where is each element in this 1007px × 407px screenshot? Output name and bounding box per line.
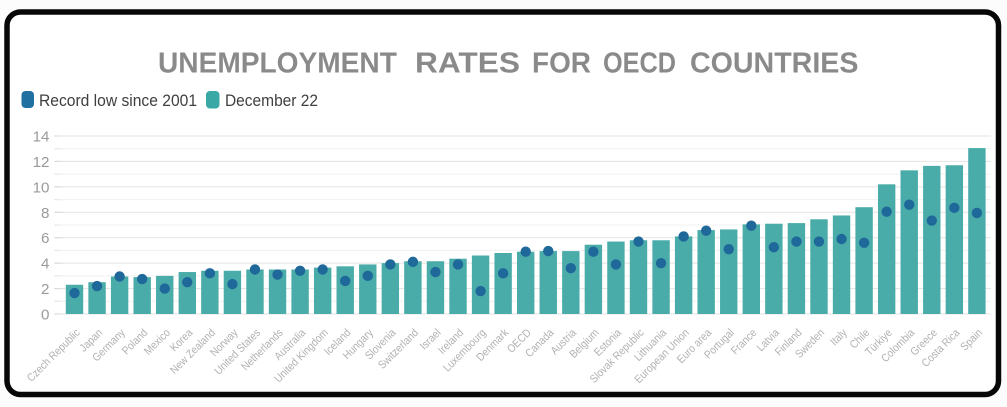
svg-text:COUNTRIES: COUNTRIES (690, 48, 858, 80)
svg-text:2: 2 (41, 281, 49, 298)
svg-text:RATES: RATES (415, 48, 520, 79)
svg-text:6: 6 (41, 230, 49, 247)
svg-text:4: 4 (41, 256, 49, 273)
svg-text:8: 8 (41, 205, 49, 222)
svg-text:FOR: FOR (532, 46, 591, 78)
svg-text:UNEMPLOYMENT: UNEMPLOYMENT (158, 46, 397, 78)
svg-text:0: 0 (41, 307, 49, 324)
svg-text:Record low since 2001: Record low since 2001 (39, 92, 197, 110)
svg-text:OECD: OECD (603, 47, 676, 79)
svg-text:14: 14 (33, 129, 50, 146)
svg-text:12: 12 (33, 154, 50, 171)
svg-text:December 22: December 22 (225, 92, 318, 110)
svg-text:10: 10 (33, 179, 50, 196)
